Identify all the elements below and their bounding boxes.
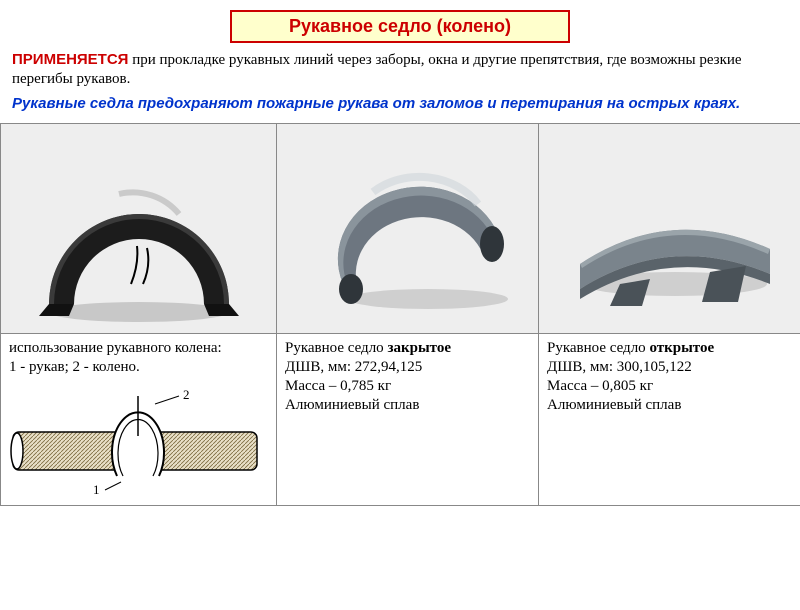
c2-line1a: Рукавное седло <box>285 340 387 356</box>
intro-lead: ПРИМЕНЯЕТСЯ <box>12 51 128 68</box>
c2-line4: Алюминиевый сплав <box>285 397 530 414</box>
c1-line2: 1 - рукав; 2 - колено. <box>9 359 268 376</box>
c3-line1b: открытое <box>649 340 714 356</box>
text-cell-1: использование рукавного колена: 1 - рука… <box>1 334 277 506</box>
image-cell-1 <box>1 124 277 334</box>
c1-line1: использование рукавного колена: <box>9 340 268 357</box>
intro-paragraph: ПРИМЕНЯЕТСЯ при прокладке рукавных линий… <box>0 51 800 95</box>
saddle-open-icon <box>550 134 790 324</box>
c3-line1a: Рукавное седло <box>547 340 649 356</box>
image-cell-2 <box>277 124 539 334</box>
c2-line1: Рукавное седло закрытое <box>285 340 530 357</box>
page-title: Рукавное седло (колено) <box>230 10 570 43</box>
text-cell-2: Рукавное седло закрытое ДШВ, мм: 272,94,… <box>277 334 539 506</box>
c3-line3: Масса – 0,805 кг <box>547 378 792 395</box>
c3-line1: Рукавное седло открытое <box>547 340 792 357</box>
c2-line2: ДШВ, мм: 272,94,125 <box>285 359 530 376</box>
text-cell-3: Рукавное седло открытое ДШВ, мм: 300,105… <box>539 334 800 506</box>
c2-line3: Масса – 0,785 кг <box>285 378 530 395</box>
saddle-closed-icon <box>288 134 528 324</box>
usage-diagram: 2 1 <box>9 384 268 499</box>
diagram-label-2: 2 <box>183 387 190 402</box>
c3-line4: Алюминиевый сплав <box>547 397 792 414</box>
diagram-label-1: 1 <box>93 482 100 494</box>
saddle-dark-arch-icon <box>19 134 259 324</box>
note-paragraph: Рукавные седла предохраняют пожарные рук… <box>0 95 800 120</box>
content-grid: использование рукавного колена: 1 - рука… <box>0 123 800 506</box>
image-cell-3 <box>539 124 800 334</box>
c3-line2: ДШВ, мм: 300,105,122 <box>547 359 792 376</box>
c2-line1b: закрытое <box>387 340 451 356</box>
